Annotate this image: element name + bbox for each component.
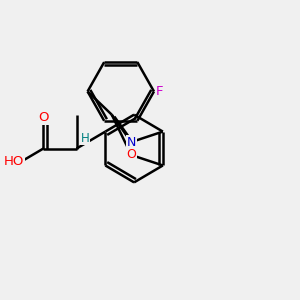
Text: HO: HO	[4, 154, 24, 167]
Text: N: N	[127, 136, 136, 148]
Text: O: O	[38, 111, 49, 124]
Text: H: H	[81, 132, 90, 145]
Text: O: O	[126, 148, 136, 161]
Text: F: F	[155, 85, 163, 98]
